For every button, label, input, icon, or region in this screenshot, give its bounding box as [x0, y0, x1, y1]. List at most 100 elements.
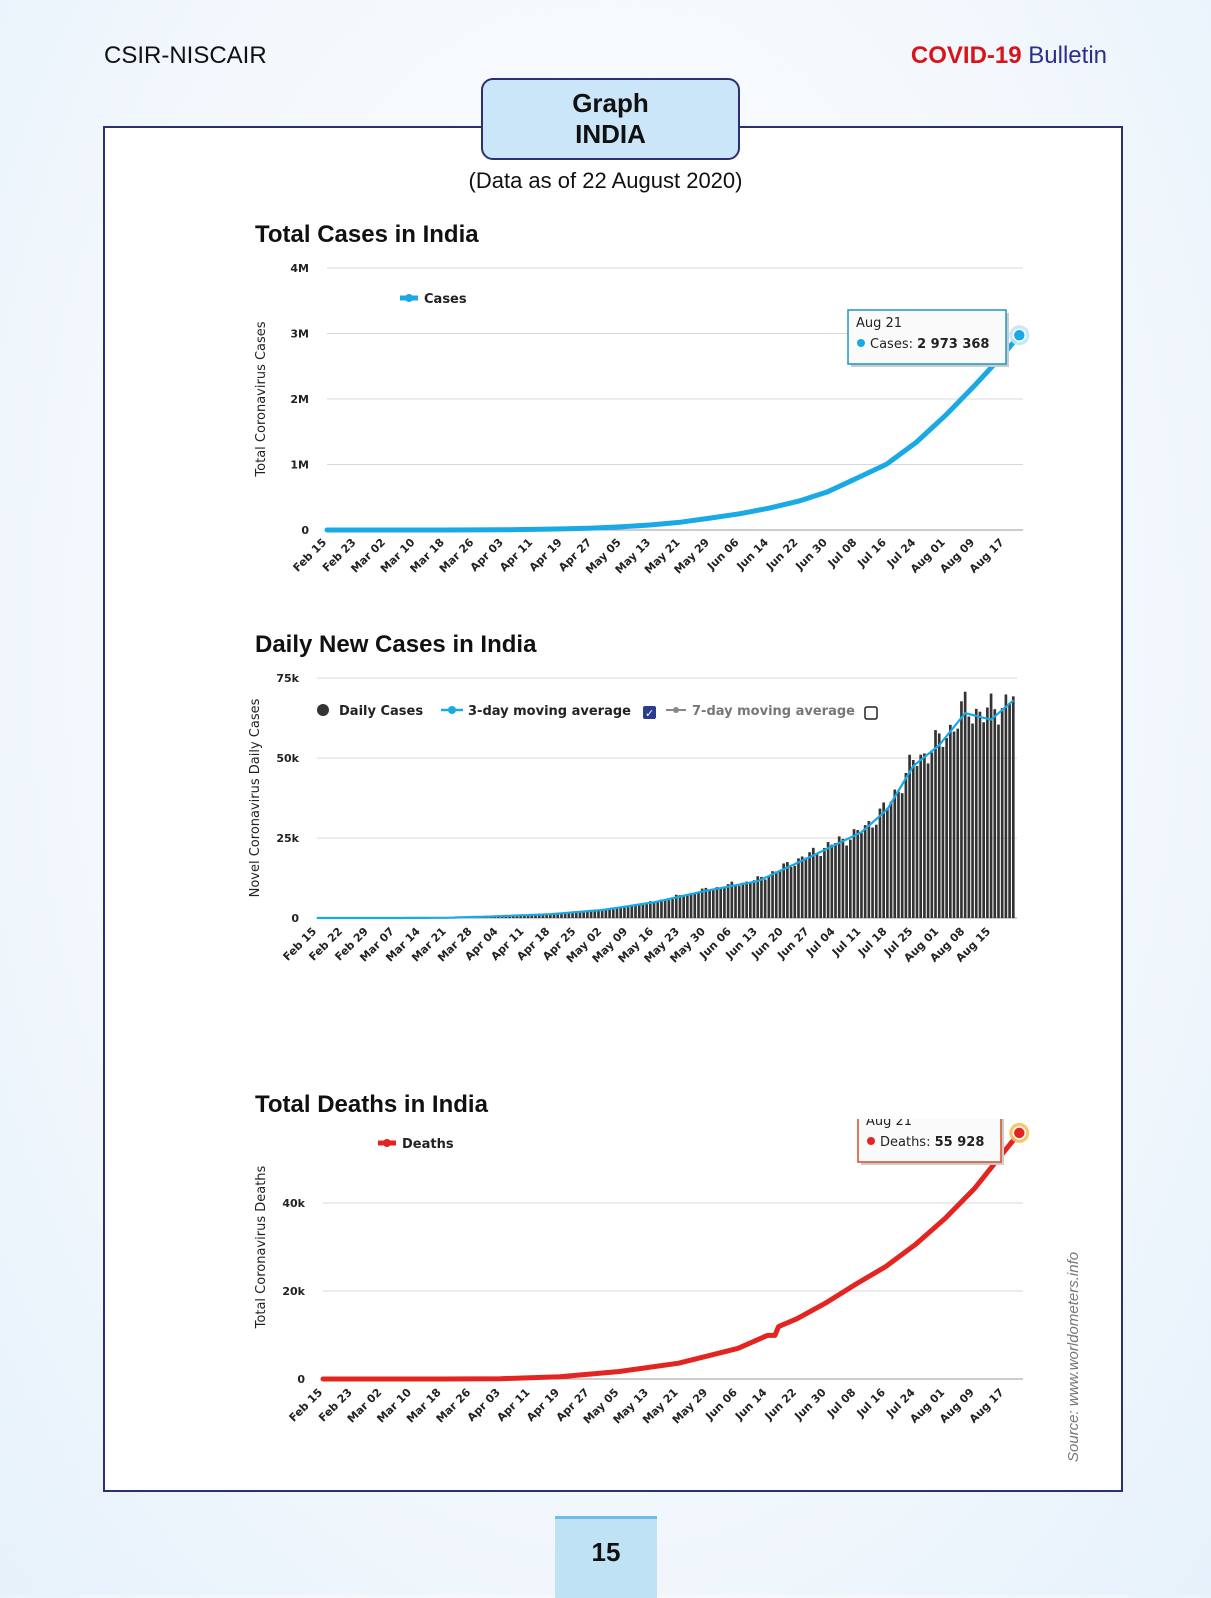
daily-bar	[790, 867, 793, 918]
legend-label-3day: 3-day moving average	[468, 704, 631, 719]
y-tick-label: 4M	[290, 262, 309, 275]
daily-bar	[627, 906, 630, 918]
daily-bar	[812, 848, 815, 918]
data-point	[857, 478, 858, 479]
daily-bar	[856, 830, 859, 918]
avg-point	[965, 713, 966, 714]
y-tick-label: 60k	[282, 1119, 305, 1122]
avg-point	[861, 832, 862, 833]
daily-bar	[1005, 694, 1008, 918]
data-point	[739, 513, 740, 514]
tooltip-label: Deaths:	[880, 1135, 935, 1150]
daily-bar	[686, 894, 689, 918]
legend-marker-3day	[448, 706, 456, 714]
daily-bar	[923, 753, 926, 918]
avg-point	[991, 719, 992, 720]
y-tick-label: 50k	[276, 752, 299, 765]
daily-bar	[653, 902, 656, 918]
daily-bar	[838, 836, 841, 918]
x-tick-label: Jun 22	[762, 1386, 799, 1423]
daily-bar	[705, 888, 708, 918]
data-point	[621, 526, 622, 527]
x-tick-label: Jul 08	[824, 1386, 859, 1421]
daily-bar	[875, 825, 878, 918]
daily-bar	[645, 903, 648, 918]
avg-point	[446, 917, 447, 918]
data-point	[323, 1379, 324, 1380]
daily-bar	[845, 845, 848, 918]
tooltip-marker	[867, 1137, 875, 1145]
series-line-deaths	[323, 1133, 1019, 1379]
data-point	[768, 508, 769, 509]
daily-bar	[719, 888, 722, 918]
data-date-note: (Data as of 22 August 2020)	[0, 168, 1211, 194]
daily-bar	[760, 877, 763, 918]
check-icon: ✓	[645, 707, 654, 720]
page-number-tab: 15	[555, 1516, 657, 1598]
daily-bar	[723, 888, 726, 918]
data-point	[619, 1371, 620, 1372]
daily-bar	[927, 763, 930, 918]
daily-bar	[971, 724, 974, 918]
daily-bar	[656, 901, 659, 918]
x-tick-label: Jun 14	[732, 1386, 770, 1424]
data-point	[678, 1363, 679, 1364]
daily-bar	[697, 893, 700, 918]
data-point	[915, 1244, 916, 1245]
y-tick-label: 20k	[282, 1285, 305, 1298]
daily-bar	[616, 909, 619, 918]
daily-bar	[586, 912, 589, 918]
data-point	[798, 501, 799, 502]
data-point	[503, 529, 504, 530]
daily-bar	[671, 898, 674, 918]
daily-bar	[842, 839, 845, 918]
daily-bar	[642, 905, 645, 918]
legend-marker-daily	[317, 704, 329, 716]
page-title-line2: INDIA	[483, 119, 738, 150]
y-tick-label: 0	[297, 1373, 305, 1386]
x-tick-label: Jun 06	[704, 536, 742, 574]
avg-point	[550, 914, 551, 915]
daily-bar	[871, 828, 874, 918]
daily-bar	[930, 752, 933, 918]
daily-bar	[1008, 703, 1011, 918]
daily-bar	[660, 900, 663, 918]
daily-bar	[768, 876, 771, 918]
daily-bar	[849, 840, 852, 918]
daily-bar	[608, 909, 611, 918]
daily-bar	[901, 793, 904, 918]
daily-bar	[949, 725, 952, 918]
data-point	[709, 518, 710, 519]
data-point	[385, 529, 386, 530]
legend-label-7day: 7-day moving average	[692, 704, 855, 719]
data-point	[327, 529, 328, 530]
daily-bar	[590, 911, 593, 918]
daily-bar	[975, 709, 978, 918]
daily-bar	[701, 889, 704, 918]
data-point	[737, 1348, 738, 1349]
daily-bar	[745, 882, 748, 918]
daily-bar	[612, 909, 615, 918]
daily-bar	[945, 738, 948, 918]
data-point	[826, 1302, 827, 1303]
hover-point	[1013, 329, 1025, 341]
x-tick-label: Jul 04	[803, 925, 838, 960]
daily-bar	[868, 821, 871, 918]
daily-bar	[597, 910, 600, 918]
x-tick-label: Jul 16	[854, 536, 889, 571]
daily-bar	[742, 883, 745, 918]
avg-point	[913, 766, 914, 767]
avg-point	[498, 916, 499, 917]
y-tick-label: 0	[301, 524, 309, 537]
daily-bar	[905, 773, 908, 918]
daily-bar	[764, 880, 767, 918]
daily-bar	[956, 729, 959, 918]
x-tick-label: Jul 11	[829, 925, 864, 960]
avg-point	[394, 917, 395, 918]
daily-bar	[934, 730, 937, 918]
daily-bar	[864, 825, 867, 918]
daily-bar	[727, 884, 730, 918]
data-point	[974, 1188, 975, 1189]
